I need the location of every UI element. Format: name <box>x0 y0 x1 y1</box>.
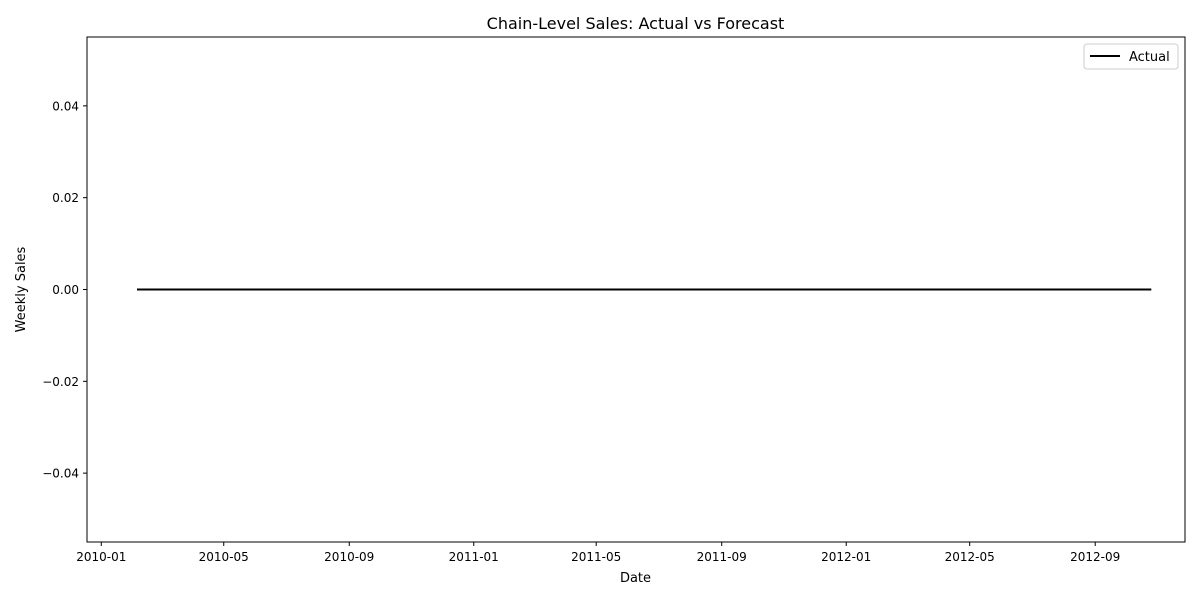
x-tick-label: 2010-01 <box>76 550 126 564</box>
x-tick-label: 2011-09 <box>697 550 747 564</box>
y-axis-label: Weekly Sales <box>14 246 29 332</box>
y-axis-ticks: 0.04 0.02 0.00 −0.02 −0.04 <box>42 99 87 481</box>
chart-title: Chain-Level Sales: Actual vs Forecast <box>487 14 785 33</box>
x-tick-label: 2012-09 <box>1070 550 1120 564</box>
legend-label-actual: Actual <box>1129 50 1170 65</box>
x-tick-label: 2010-05 <box>199 550 249 564</box>
y-tick-label: 0.00 <box>52 283 79 297</box>
x-axis-ticks: 2010-01 2010-05 2010-09 2011-01 2011-05 2011-… <box>76 542 1120 564</box>
x-tick-label: 2010-09 <box>324 550 374 564</box>
y-tick-label: 0.02 <box>52 191 79 205</box>
plot-frame <box>86 36 1186 543</box>
y-tick-label: −0.04 <box>42 467 79 481</box>
legend-box <box>1083 43 1179 70</box>
legend: Actual <box>1083 43 1179 70</box>
y-tick-label: −0.02 <box>42 375 79 389</box>
x-tick-label: 2011-05 <box>571 550 621 564</box>
x-axis-label: Date <box>620 571 651 586</box>
x-tick-label: 2012-05 <box>945 550 995 564</box>
y-tick-label: 0.04 <box>52 99 79 113</box>
x-tick-label: 2011-01 <box>449 550 499 564</box>
x-tick-label: 2012-01 <box>821 550 871 564</box>
